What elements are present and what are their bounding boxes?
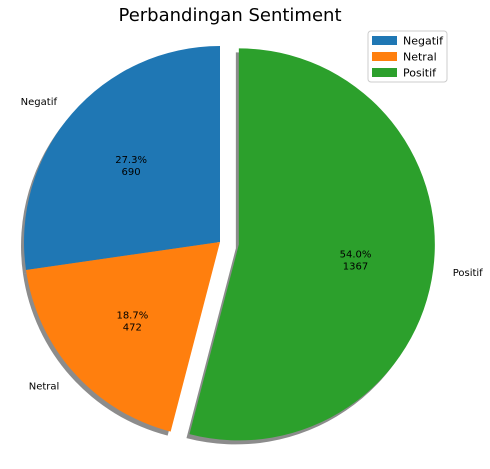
slice-label-netral: Netral bbox=[29, 382, 60, 393]
pie-slices bbox=[24, 46, 435, 441]
legend-swatch-negatif bbox=[372, 36, 397, 45]
slice-label-positif: Positif bbox=[453, 268, 483, 279]
legend-label-positif: Positif bbox=[403, 67, 437, 80]
slice-percent-netral: 18.7% bbox=[116, 310, 148, 321]
legend: Negatif Netral Positif bbox=[367, 30, 448, 83]
legend-label-netral: Netral bbox=[403, 51, 437, 64]
slice-percent-negatif: 27.3% bbox=[115, 155, 147, 166]
slice-percent-positif: 54.0% bbox=[340, 249, 372, 260]
legend-swatch-positif bbox=[372, 68, 397, 77]
chart-title: Perbandingan Sentiment bbox=[118, 5, 341, 26]
legend-swatch-netral bbox=[372, 52, 397, 61]
pie-slice-netral bbox=[26, 242, 220, 432]
slice-label-negatif: Negatif bbox=[21, 97, 58, 108]
pie-slice-negatif bbox=[24, 46, 220, 271]
slice-count-netral: 472 bbox=[123, 322, 142, 333]
pie-slice-positif bbox=[189, 48, 435, 441]
pie-labels: Negatif 27.3%690 Netral 18.7%472 Positif 54.0… bbox=[21, 97, 483, 393]
slice-count-negatif: 690 bbox=[122, 167, 141, 178]
slice-count-positif: 1367 bbox=[343, 261, 368, 272]
legend-label-negatif: Negatif bbox=[403, 35, 444, 48]
